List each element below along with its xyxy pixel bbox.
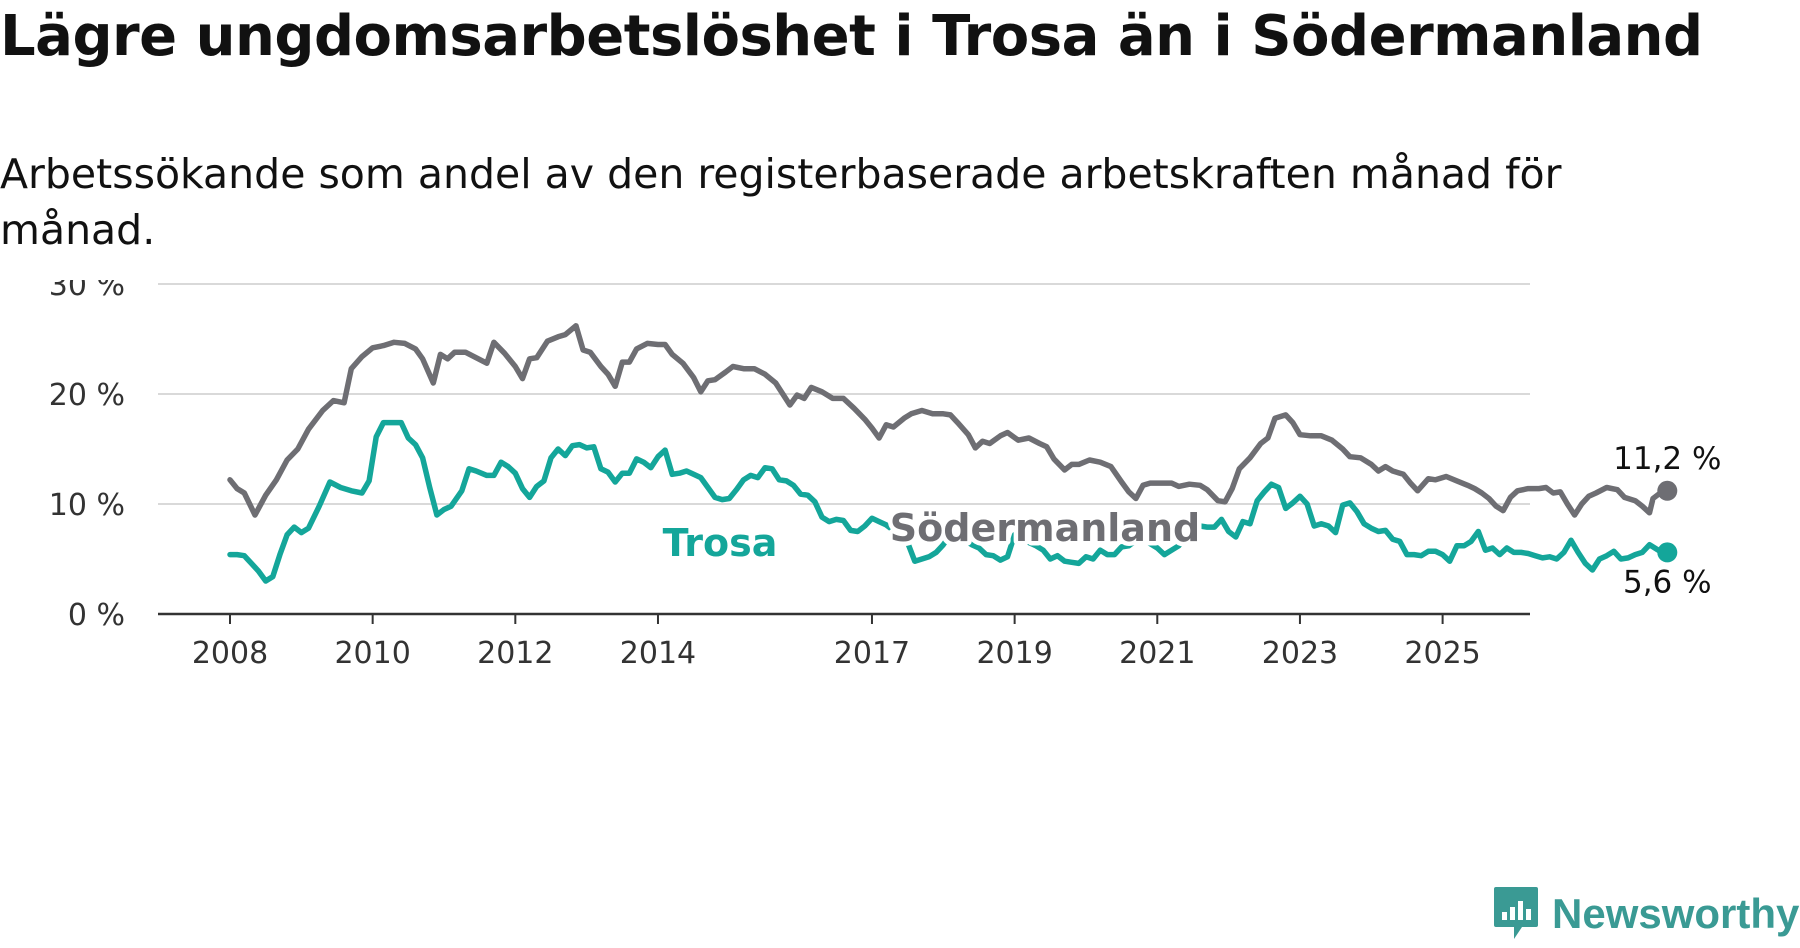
chart-title: Lägre ungdomsarbetslöshet i Trosa än i S… (0, 4, 1703, 69)
grid-lines (158, 283, 1530, 616)
x-tick-label: 2012 (477, 636, 553, 671)
newsworthy-logo-icon (1494, 887, 1538, 939)
newsworthy-logo[interactable]: Newsworthy (1492, 885, 1799, 943)
sodermanland-series-label: Södermanland (890, 506, 1200, 550)
trosa-series-label: Trosa (663, 521, 778, 565)
newsworthy-logo-text: Newsworthy (1552, 890, 1800, 937)
y-tick-label: 20 % (49, 378, 125, 413)
y-tick-label: 10 % (49, 488, 125, 523)
sodermanland-end-value-label: 11,2 % (1613, 441, 1721, 477)
x-axis-ticks: 2008 2010 2012 2014 2017 2019 2021 2023 2025 (192, 614, 1481, 671)
x-tick-label: 2017 (834, 636, 910, 671)
series-labels: Södermanland 11,2 % Trosa 5,6 % (658, 438, 1724, 604)
x-tick-label: 2025 (1404, 636, 1480, 671)
line-chart: 0 % 10 % 20 % 30 % 2008 2010 2012 2014 2017 2019… (49, 280, 1725, 671)
trosa-end-dot (1657, 542, 1678, 563)
x-tick-label: 2023 (1262, 636, 1338, 671)
x-tick-label: 2021 (1119, 636, 1195, 671)
y-axis-ticks: 0 % 10 % 20 % 30 % (49, 280, 125, 633)
series-lines (227, 323, 1678, 584)
chart-subtitle: Arbetssökande som andel av den registerb… (0, 150, 1562, 254)
trosa-end-value-label: 5,6 % (1623, 564, 1712, 600)
x-tick-label: 2010 (334, 636, 410, 671)
x-tick-label: 2014 (620, 636, 696, 671)
sodermanland-line (227, 323, 1671, 518)
sodermanland-end-dot (1657, 480, 1678, 501)
y-tick-label: 30 % (49, 280, 125, 303)
y-tick-label: 0 % (68, 598, 125, 633)
trosa-line (227, 419, 1671, 584)
x-tick-label: 2008 (192, 636, 268, 671)
x-tick-label: 2019 (976, 636, 1052, 671)
